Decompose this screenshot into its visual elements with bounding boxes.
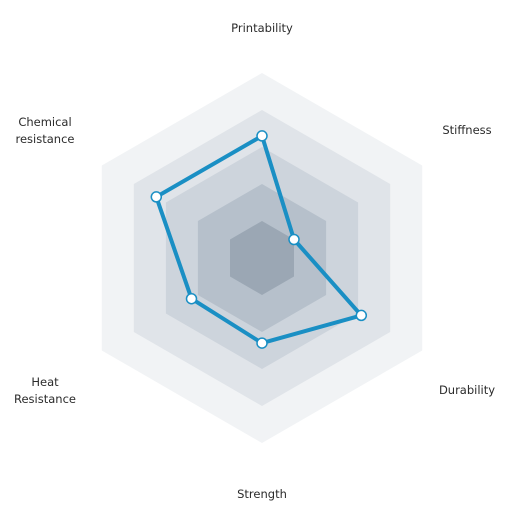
axis-label-stiffness: Stiffness [442,123,491,137]
axis-label-chemical-resistance: Chemical resistance [16,115,75,146]
data-point-heat-resistance [185,292,198,305]
axis-labels: Printability Stiffness Durability Strength H… [14,21,495,501]
axis-label-durability: Durability [439,383,495,397]
data-point-durability [355,309,368,322]
data-point-chemical-resistance [150,191,163,203]
radar-series [150,130,368,349]
axis-label-strength: Strength [237,487,287,501]
axis-label-line: Printability [231,21,293,35]
axis-label-line: Resistance [14,392,76,406]
data-point-printability [256,130,268,142]
axis-label-line: Heat [31,375,59,389]
data-point-stiffness [288,233,300,246]
axis-label-line: Strength [237,487,287,501]
axis-label-heat-resistance: Heat Resistance [14,375,76,406]
radar-grid [101,73,423,443]
axis-label-printability: Printability [231,21,293,35]
axis-label-line: Durability [439,383,495,397]
grid-ring-1 [230,221,294,295]
axis-label-line: Chemical [18,115,71,129]
axis-label-line: Stiffness [442,123,491,137]
axis-label-line: resistance [16,132,75,146]
data-point-strength [256,337,268,349]
